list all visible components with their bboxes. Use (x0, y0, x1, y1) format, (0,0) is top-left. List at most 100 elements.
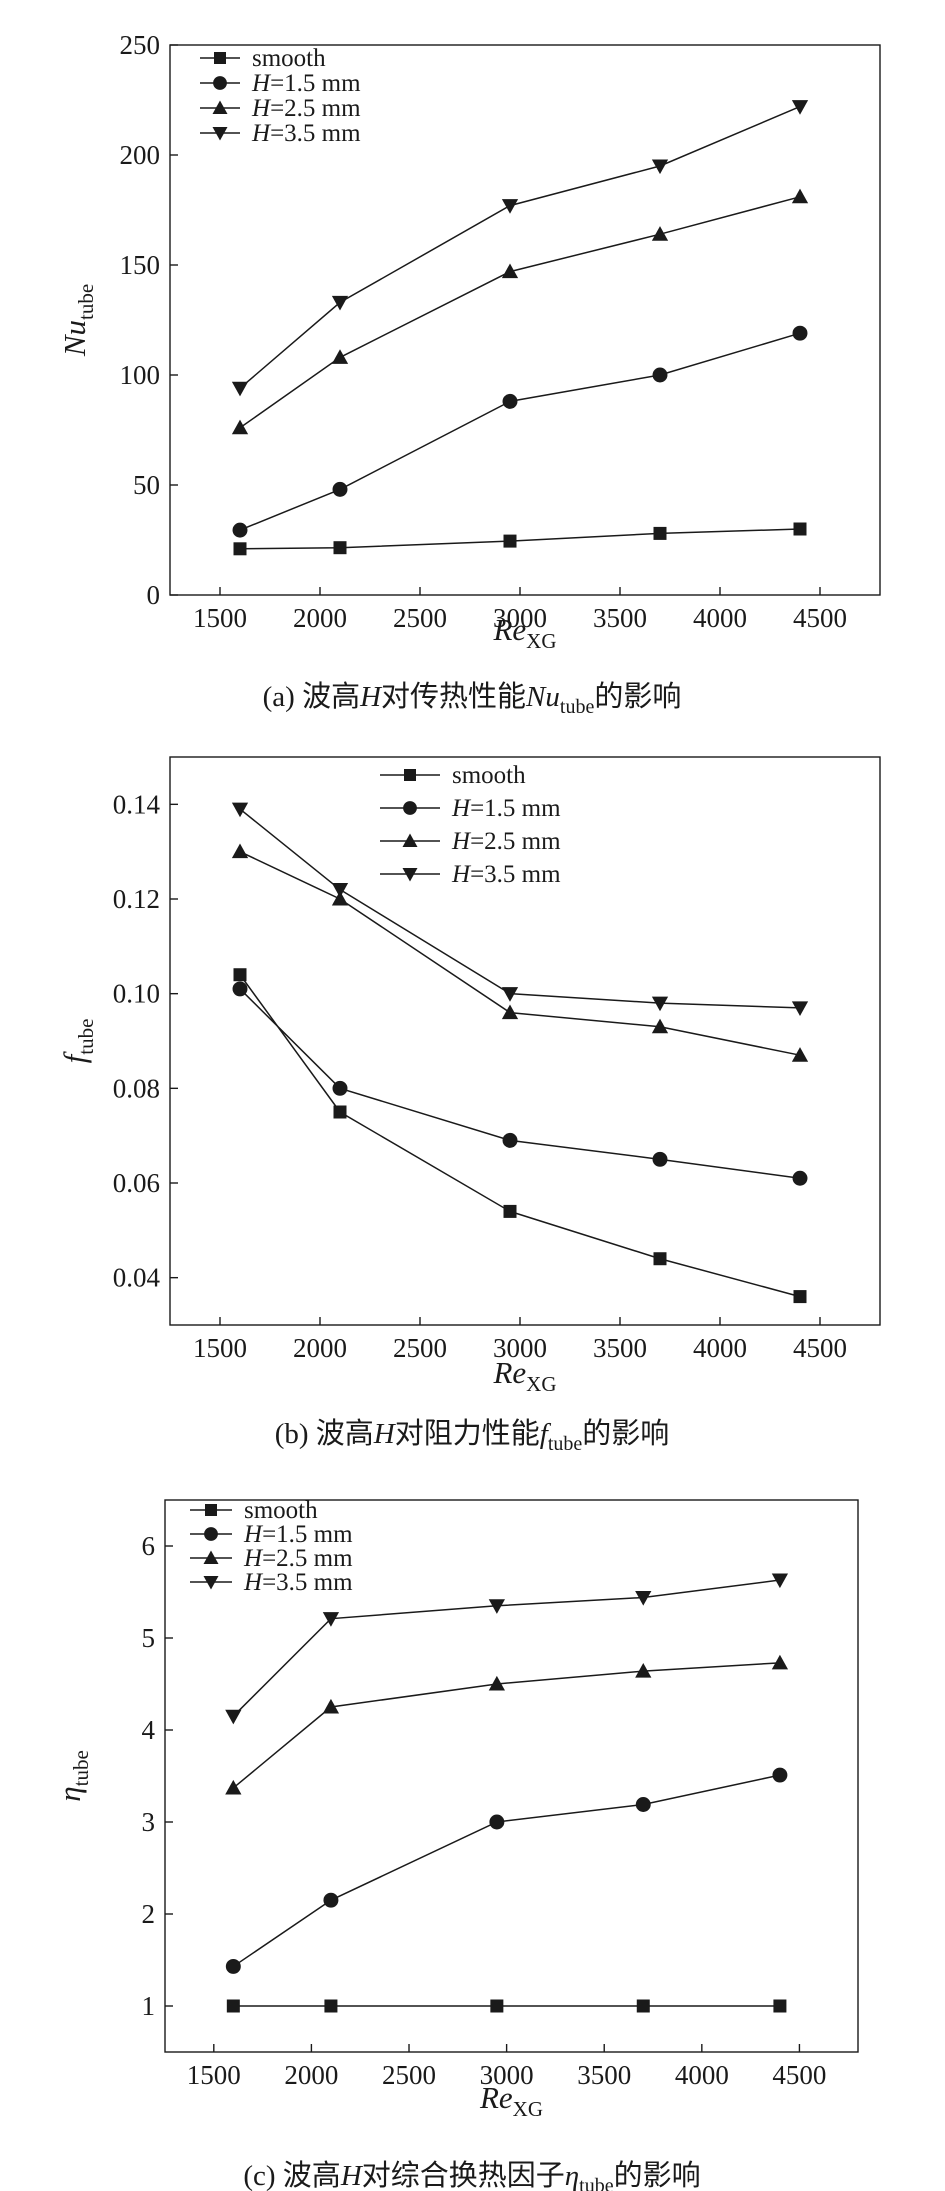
legend-entry: H=3.5 mm (243, 1569, 353, 1596)
triangle-down-marker (501, 987, 519, 1002)
circle-marker (652, 367, 668, 383)
x-axis-label: ReXG (492, 612, 556, 653)
circle-marker (225, 1958, 241, 1974)
square-marker (226, 1999, 240, 2013)
square-marker (793, 1290, 807, 1304)
square-marker (636, 1999, 650, 2013)
triangle-up-marker (771, 1654, 789, 1670)
triangle-down-marker (322, 1612, 340, 1627)
triangle-down-marker (651, 996, 669, 1012)
circle-marker (232, 522, 248, 538)
series-triangle-down (231, 100, 809, 397)
y-tick-label: 150 (120, 250, 161, 280)
square-marker (793, 522, 807, 536)
x-tick-label: 2500 (382, 2060, 436, 2090)
triangle-down-marker (651, 159, 669, 175)
legend-entry: smooth (452, 762, 526, 789)
triangle-down-marker (791, 100, 809, 115)
series-triangle-down (225, 1573, 789, 1725)
series-line (239, 528, 801, 550)
triangle-up-marker (501, 263, 519, 279)
y-tick-label: 1 (142, 1991, 156, 2021)
legend-entry: H=2.5 mm (451, 828, 561, 855)
y-tick-label: 0.10 (113, 979, 160, 1009)
x-tick-label: 4000 (693, 603, 747, 633)
y-tick-label: 50 (133, 470, 160, 500)
square-marker (503, 534, 517, 548)
series-triangle-up (225, 1654, 789, 1795)
plot-frame (169, 44, 881, 596)
x-tick-label: 2000 (293, 603, 347, 633)
circle-marker (323, 1892, 339, 1908)
circle-marker (502, 1132, 518, 1148)
square-marker (653, 1252, 667, 1266)
legend-square-marker (205, 1504, 217, 1516)
y-tick-label: 100 (120, 360, 161, 390)
legend-entry: H=2.5 mm (251, 95, 361, 122)
circle-marker (332, 1080, 348, 1096)
series-line (239, 332, 801, 531)
triangle-down-marker (501, 199, 519, 214)
triangle-up-marker (488, 1675, 505, 1691)
x-tick-label: 3500 (593, 603, 647, 633)
plot-frame (169, 756, 881, 1326)
triangle-down-marker (635, 1591, 652, 1606)
circle-marker (502, 393, 518, 409)
legend-triangle-down-marker (402, 868, 418, 882)
series-square (226, 1999, 787, 2013)
series-circle (232, 981, 808, 1186)
y-tick-label: 6 (142, 1531, 156, 1561)
series-line (239, 988, 801, 1180)
y-tick-label: 200 (120, 140, 161, 170)
series-circle (225, 1767, 788, 1974)
square-marker (773, 1999, 787, 2013)
plot-frame (164, 1499, 859, 2053)
legend-entry: H=1.5 mm (251, 70, 361, 97)
legend-entry: H=3.5 mm (451, 861, 561, 888)
figure-caption: (a) 波高H对传热性能Nutube的影响 (263, 680, 682, 718)
series-circle (232, 325, 808, 538)
x-tick-label: 4000 (693, 1333, 747, 1363)
triangle-down-marker (231, 802, 249, 818)
square-marker (503, 1204, 517, 1218)
x-tick-label: 4500 (793, 1333, 847, 1363)
circle-marker (332, 481, 348, 497)
legend-entry: smooth (252, 45, 326, 72)
legend-entry: smooth (244, 1497, 318, 1524)
y-tick-label: 0.08 (113, 1073, 160, 1103)
y-tick-label: 0 (147, 580, 161, 610)
series-line (232, 1579, 781, 1717)
x-tick-label: 3500 (593, 1333, 647, 1363)
legend-triangle-up-marker (203, 1550, 219, 1564)
y-axis-label: ηtube (52, 1750, 93, 1802)
y-tick-label: 250 (120, 30, 161, 60)
triangle-up-marker (791, 188, 809, 204)
figure-caption: (c) 波高H对综合换热因子ηtube的影响 (243, 2159, 700, 2191)
legend-triangle-down-marker (203, 1576, 219, 1590)
x-tick-label: 3500 (577, 2060, 631, 2090)
chart-c: 1500 2000 2500 3000 3500 4000 4500 1 2 3 4 5 6 ReXG ηt… (52, 1497, 859, 2191)
triangle-down-marker (331, 883, 349, 898)
x-tick-label: 4500 (793, 603, 847, 633)
square-marker (233, 968, 247, 982)
y-tick-label: 4 (142, 1715, 156, 1745)
x-tick-label: 3000 (493, 603, 547, 633)
y-axis-label: ftube (57, 1019, 98, 1064)
series-line (239, 105, 801, 389)
triangle-up-marker (231, 843, 249, 859)
triangle-up-marker (791, 1047, 809, 1062)
triangle-down-marker (771, 1573, 789, 1589)
legend-entry: H=2.5 mm (243, 1545, 353, 1572)
y-tick-label: 3 (142, 1807, 156, 1837)
circle-marker (792, 325, 808, 341)
triangle-up-marker (231, 419, 249, 435)
circle-marker (489, 1814, 505, 1830)
triangle-up-marker (331, 890, 349, 906)
series-line (232, 1662, 780, 1789)
circle-marker (635, 1797, 651, 1812)
y-tick-label: 0.06 (113, 1168, 160, 1198)
x-tick-label: 2500 (393, 1333, 447, 1363)
y-axis-label: Nutube (57, 284, 98, 357)
